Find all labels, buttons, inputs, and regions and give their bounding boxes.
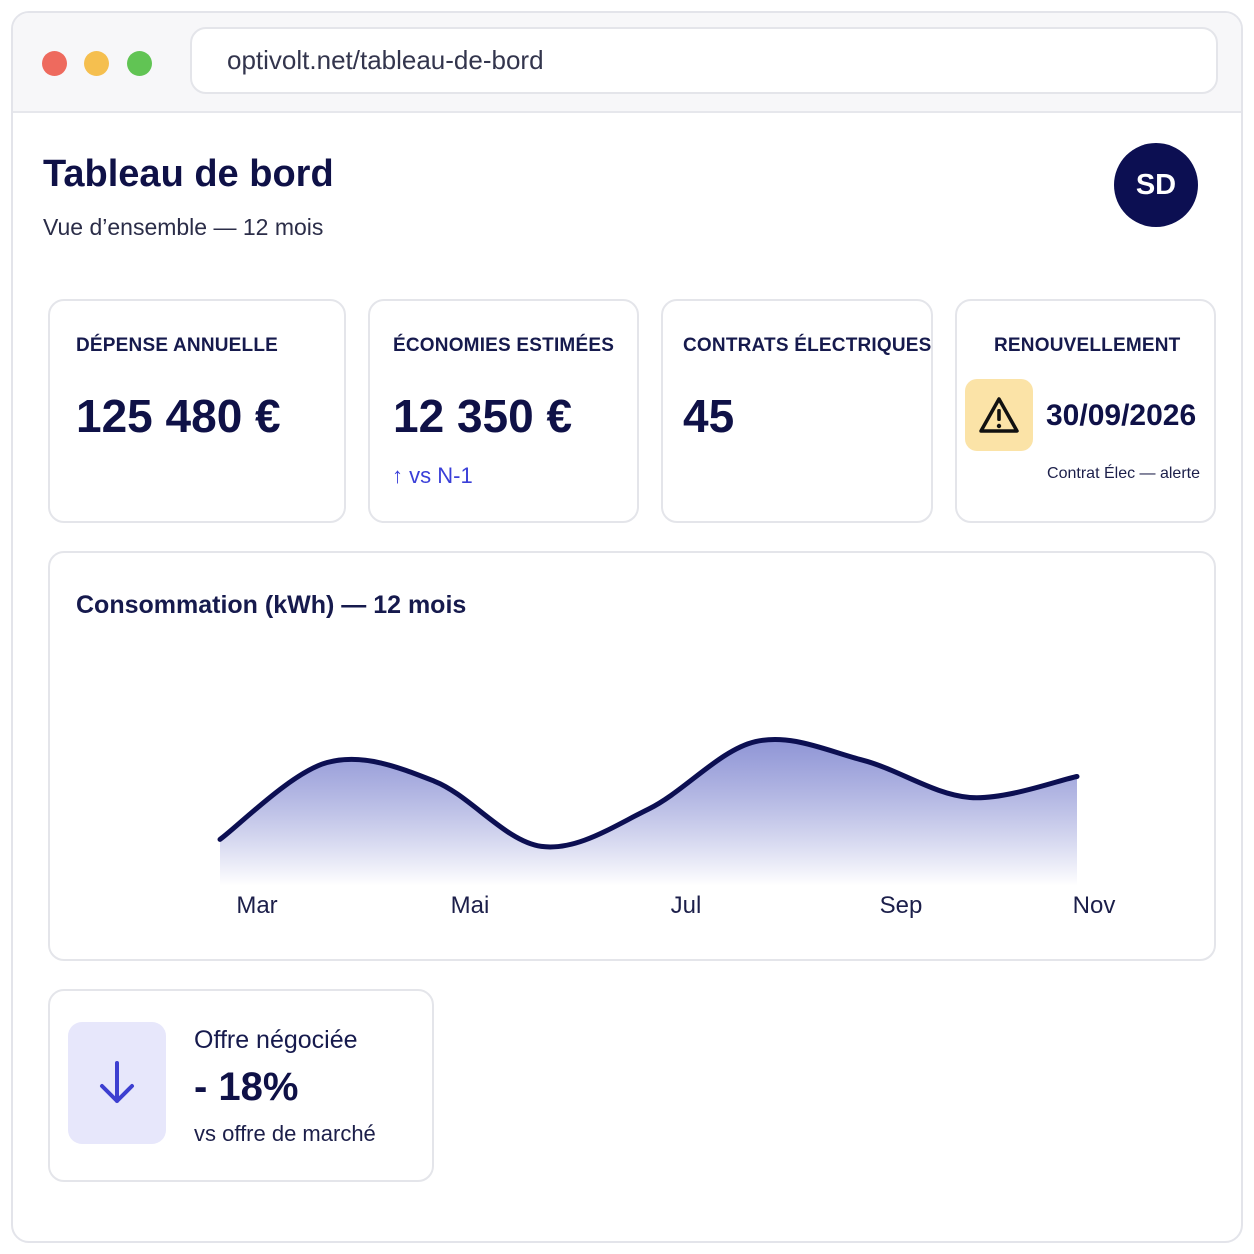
- kpi-label: RENOUVELLEMENT: [994, 335, 1181, 356]
- close-window-button[interactable]: [42, 51, 67, 76]
- page-title: Tableau de bord: [43, 153, 334, 195]
- x-tick-label: Mar: [236, 892, 277, 919]
- chart-series-line: [217, 736, 1080, 850]
- negotiated-offer-card: Offre négociée - 18% vs offre de marché: [48, 989, 434, 1182]
- kpi-value: 12 350 €: [393, 390, 573, 442]
- warning-badge: [965, 379, 1033, 451]
- chart-title: Consommation (kWh) — 12 mois: [76, 591, 467, 619]
- x-tick-label: Mai: [451, 892, 490, 919]
- user-avatar[interactable]: SD: [1114, 143, 1198, 227]
- browser-titlebar: optivolt.net/tableau-de-bord: [13, 13, 1241, 113]
- consumption-chart-card: Consommation (kWh) — 12 mois Mar Mai Jul Se…: [48, 551, 1216, 961]
- kpi-card-annual-spend: DÉPENSE ANNUELLE 125 480 €: [48, 299, 346, 523]
- kpi-trend: ↑ vs N-1: [392, 463, 473, 488]
- kpi-label: DÉPENSE ANNUELLE: [76, 335, 279, 356]
- offer-icon-box: [68, 1022, 166, 1144]
- offer-note: vs offre de marché: [194, 1121, 376, 1146]
- page-subtitle: Vue d’ensemble — 12 mois: [43, 214, 324, 240]
- x-tick-label: Sep: [880, 892, 923, 919]
- offer-value: - 18%: [194, 1065, 299, 1109]
- kpi-label: ÉCONOMIES ESTIMÉES: [393, 335, 615, 356]
- kpi-card-savings: ÉCONOMIES ESTIMÉES 12 350 € ↑ vs N-1: [368, 299, 639, 523]
- kpi-label: CONTRATS ÉLECTRIQUES: [683, 335, 932, 356]
- offer-label: Offre négociée: [194, 1026, 358, 1054]
- kpi-value: 125 480 €: [76, 390, 281, 442]
- x-tick-label: Jul: [671, 892, 702, 919]
- kpi-card-contracts: CONTRATS ÉLECTRIQUES 45: [661, 299, 933, 523]
- warning-icon: [979, 397, 1019, 433]
- renewal-note: Contrat Élec — alerte: [1047, 465, 1200, 482]
- x-tick-label: Nov: [1073, 892, 1116, 919]
- kpi-card-renewal: RENOUVELLEMENT 30/09/2026 Contrat Élec —…: [955, 299, 1216, 523]
- maximize-window-button[interactable]: [127, 51, 152, 76]
- arrow-down-icon: [100, 1061, 134, 1103]
- consumption-chart: Mar Mai Jul Sep Nov: [217, 736, 1116, 919]
- chart-area: [220, 739, 1077, 886]
- kpi-value: 45: [683, 390, 735, 442]
- minimize-window-button[interactable]: [84, 51, 109, 76]
- renewal-date: 30/09/2026: [1046, 399, 1197, 432]
- address-bar[interactable]: optivolt.net/tableau-de-bord: [190, 27, 1218, 94]
